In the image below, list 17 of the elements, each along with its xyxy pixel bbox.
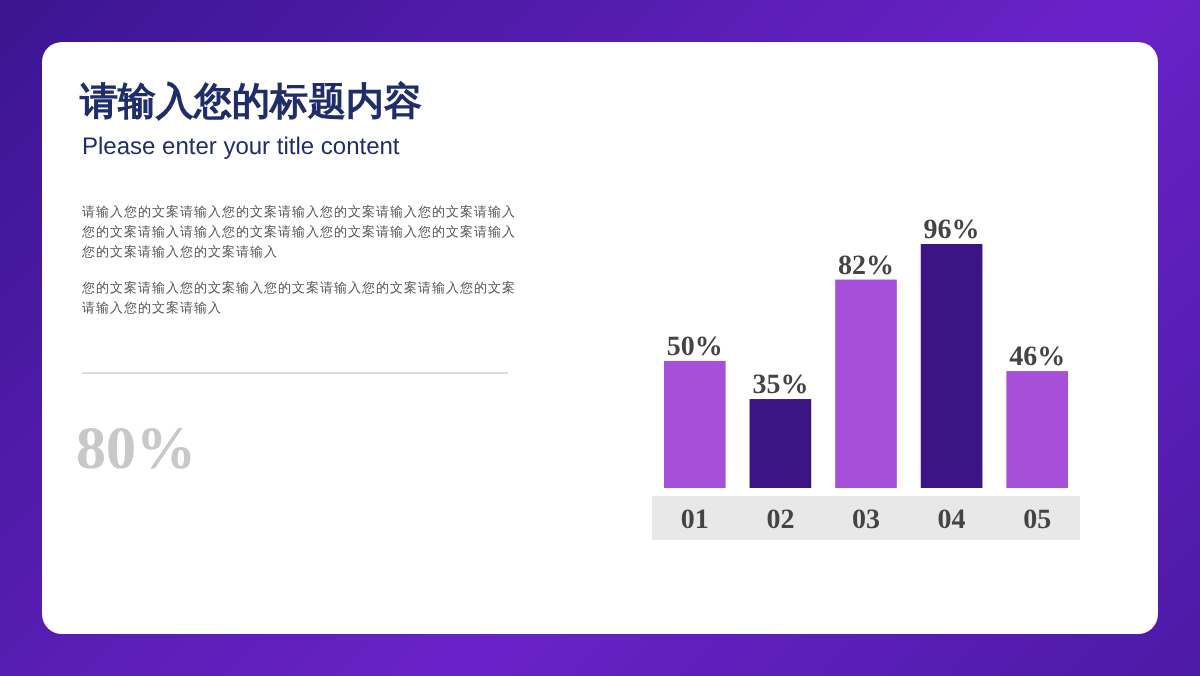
bar — [1006, 371, 1069, 488]
text: 请输入您的标题内容 — [80, 78, 422, 128]
text: Please enter your title content — [82, 132, 400, 160]
data-label: 50% — [666, 332, 723, 363]
x-tick-label: 04 — [937, 506, 966, 536]
data-label: 35% — [752, 371, 809, 402]
x-tick-label: 05 — [1023, 506, 1052, 536]
x-tick-label: 01 — [680, 506, 709, 536]
bar — [920, 244, 983, 488]
bar — [749, 399, 812, 488]
x-tick-label: 03 — [852, 506, 880, 536]
bar — [663, 360, 726, 488]
data-label: 46% — [1009, 343, 1066, 374]
data-label: 96% — [923, 216, 980, 246]
data-label: 82% — [838, 251, 894, 282]
bar — [835, 279, 897, 488]
x-tick-label: 02 — [766, 506, 795, 536]
